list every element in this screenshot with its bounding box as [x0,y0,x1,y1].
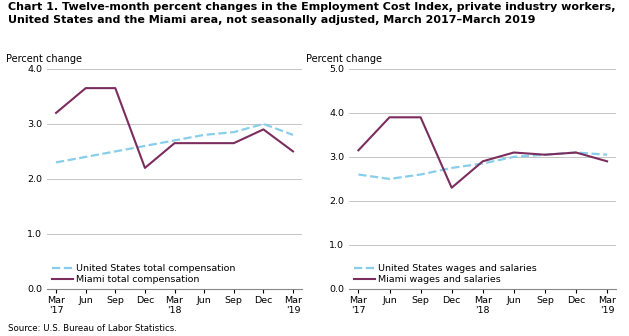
Legend: United States wages and salaries, Miami wages and salaries: United States wages and salaries, Miami … [354,264,537,284]
Text: Chart 1. Twelve-month percent changes in the Employment Cost Index, private indu: Chart 1. Twelve-month percent changes in… [8,2,616,12]
Text: United States and the Miami area, not seasonally adjusted, March 2017–March 2019: United States and the Miami area, not se… [8,15,536,25]
Text: Source: U.S. Bureau of Labor Statistics.: Source: U.S. Bureau of Labor Statistics. [8,324,177,333]
Legend: United States total compensation, Miami total compensation: United States total compensation, Miami … [52,264,236,284]
Text: Percent change: Percent change [6,54,82,65]
Text: Percent change: Percent change [306,54,382,65]
